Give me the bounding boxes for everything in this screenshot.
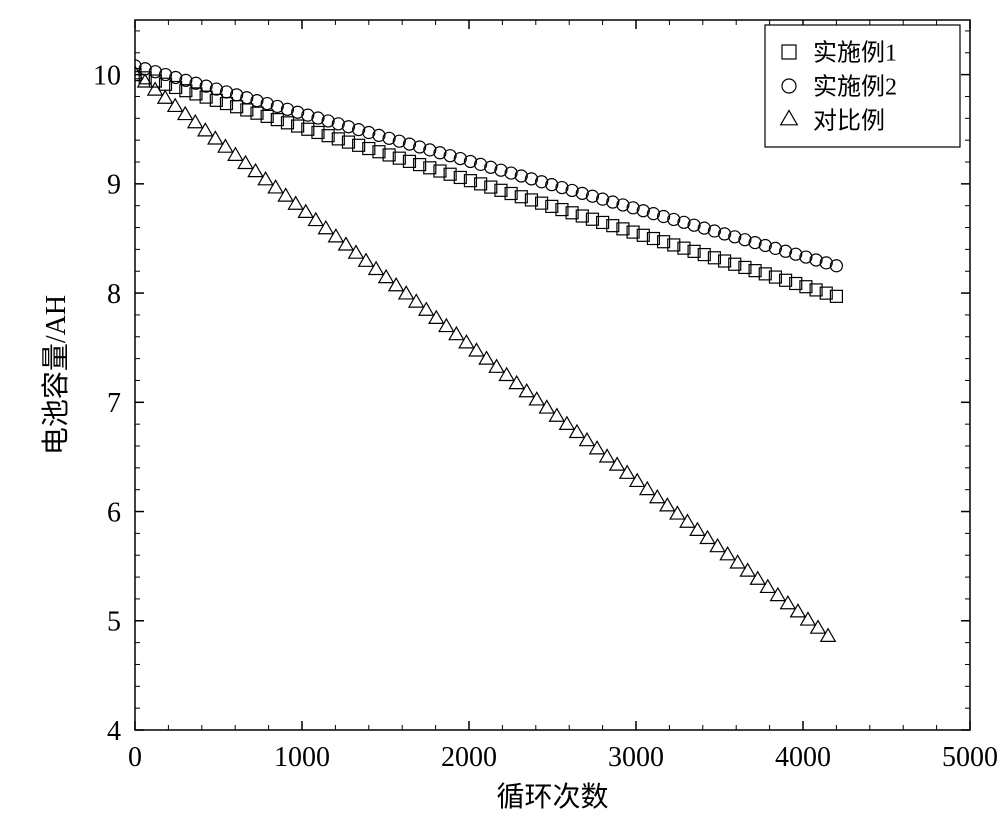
y-tick-label: 10: [93, 60, 121, 91]
y-tick-label: 7: [107, 388, 121, 419]
legend-label: 实施例1: [813, 39, 897, 66]
x-tick-label: 0: [128, 742, 142, 773]
y-tick-label: 6: [107, 497, 121, 528]
y-axis-label: 电池容量/AH: [40, 295, 72, 455]
x-axis-label: 循环次数: [496, 781, 608, 813]
capacity-cycle-chart: 0 1000 2000 3000 4000 5000 4 5 6 7 8 9 10 循环次数 电池容量/AH…: [0, 0, 1000, 816]
x-tick-label: 2000: [441, 742, 497, 773]
y-tick-label: 8: [107, 279, 121, 310]
legend-label: 对比例: [813, 107, 885, 134]
x-tick-label: 4000: [775, 742, 831, 773]
x-tick-label: 3000: [608, 742, 664, 773]
y-tick-label: 4: [107, 716, 121, 747]
legend: 实施例1 实施例2 对比例: [765, 25, 960, 147]
x-tick-label: 1000: [274, 742, 330, 773]
y-tick-label: 9: [107, 170, 121, 201]
legend-label: 实施例2: [813, 73, 897, 100]
x-tick-label: 5000: [942, 742, 998, 773]
y-tick-label: 5: [107, 607, 121, 638]
chart-container: 0 1000 2000 3000 4000 5000 4 5 6 7 8 9 10 循环次数 电池容量/AH…: [0, 0, 1000, 816]
